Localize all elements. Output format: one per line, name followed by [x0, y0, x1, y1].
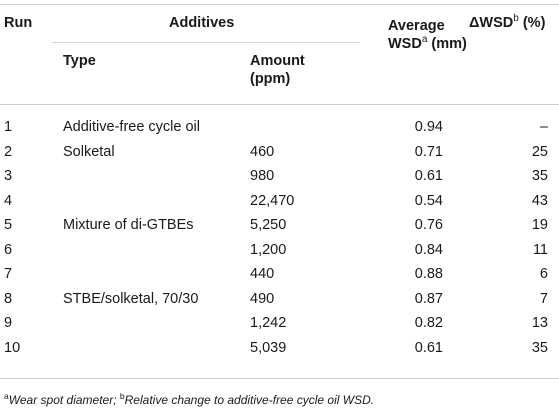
footnote-sup-a: a	[4, 391, 9, 401]
header-amount-line1: Amount	[250, 53, 305, 69]
cell-delta: 35	[531, 340, 548, 356]
cell-delta: 13	[531, 315, 548, 331]
cell-amount: 460	[250, 144, 275, 160]
table-top-rule	[0, 4, 559, 5]
cell-delta: –	[539, 119, 548, 135]
header-type: Type	[63, 53, 96, 69]
cell-amount: 1,242	[250, 315, 287, 331]
header-bottom-rule	[0, 104, 559, 105]
cell-amount: 22,470	[250, 193, 295, 209]
cell-wsd: 0.54	[414, 193, 443, 209]
table-bottom-rule	[0, 378, 559, 379]
cell-wsd: 0.61	[414, 340, 443, 356]
cell-wsd: 0.87	[414, 291, 443, 307]
cell-run: 10	[4, 340, 21, 356]
footnote-sup-b: b	[119, 391, 125, 401]
header-delta-wsd: ΔWSDb (%)	[469, 14, 545, 32]
header-delta-symbol: Δ	[469, 15, 480, 31]
header-additives: Additives	[169, 15, 235, 31]
cell-type: Additive-free cycle oil	[63, 119, 200, 135]
cell-run: 1	[4, 119, 13, 135]
cell-run: 4	[4, 193, 13, 209]
header-delta-main: WSD	[479, 15, 514, 31]
table-footnote: aWear spot diameter; bRelative change to…	[4, 391, 375, 407]
cell-type: STBE/solketal, 70/30	[63, 291, 199, 307]
cell-amount: 440	[250, 266, 275, 282]
cell-delta: 7	[539, 291, 548, 307]
cell-run: 2	[4, 144, 13, 160]
header-amount-line2: (ppm)	[250, 71, 291, 87]
cell-run: 6	[4, 242, 13, 258]
cell-type: Mixture of di-GTBEs	[63, 217, 194, 233]
footnote-text-a: Wear spot diameter;	[8, 393, 120, 407]
cell-delta: 35	[531, 168, 548, 184]
cell-amount: 980	[250, 168, 275, 184]
header-wsd-sup: a	[421, 34, 428, 46]
cell-amount: 490	[250, 291, 275, 307]
footnote-text-b: Relative change to additive-free cycle o…	[124, 393, 375, 407]
cell-wsd: 0.82	[414, 315, 443, 331]
cell-run: 8	[4, 291, 13, 307]
cell-run: 9	[4, 315, 13, 331]
cell-wsd: 0.76	[414, 217, 443, 233]
header-amount: Amount (ppm)	[250, 52, 305, 88]
cell-delta: 43	[531, 193, 548, 209]
cell-run: 3	[4, 168, 13, 184]
additives-subrule	[52, 42, 360, 43]
cell-wsd: 0.94	[414, 119, 443, 135]
cell-delta: 6	[539, 266, 548, 282]
cell-delta: 19	[531, 217, 548, 233]
header-delta-sup: b	[513, 13, 519, 25]
cell-delta: 11	[532, 242, 548, 258]
cell-run: 7	[4, 266, 13, 282]
header-average-wsd: Average WSDa (mm)	[388, 17, 467, 53]
header-wsd-main: WSD	[388, 36, 422, 52]
cell-amount: 5,250	[250, 217, 287, 233]
cell-wsd: 0.84	[414, 242, 443, 258]
cell-delta: 25	[531, 144, 548, 160]
cell-wsd: 0.61	[414, 168, 443, 184]
header-run: Run	[4, 15, 33, 31]
cell-amount: 5,039	[250, 340, 287, 356]
cell-amount: 1,200	[250, 242, 287, 258]
cell-wsd: 0.88	[414, 266, 443, 282]
cell-wsd: 0.71	[414, 144, 443, 160]
cell-run: 5	[4, 217, 13, 233]
header-wsd-line1: Average	[388, 18, 445, 34]
cell-type: Solketal	[63, 144, 115, 160]
header-delta-unit: (%)	[518, 15, 546, 31]
header-wsd-unit: (mm)	[427, 36, 467, 52]
